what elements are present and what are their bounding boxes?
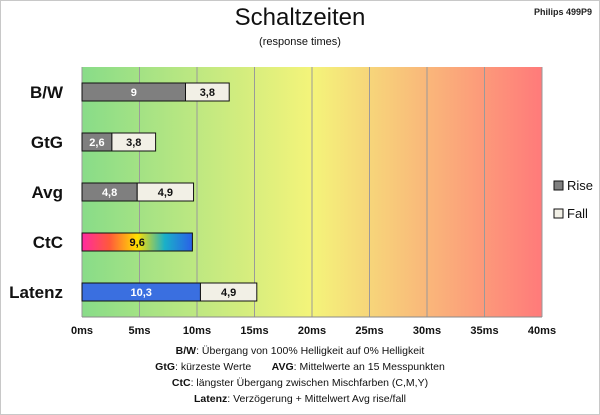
fall-value-label: 3,8 [126, 137, 141, 149]
note-gtg-text: : kürzeste Werte [175, 361, 252, 373]
note-latenz: Latenz: Verzögerung + Mittelwert Avg ris… [0, 391, 600, 407]
x-tick-label: 15ms [240, 325, 268, 337]
fall-bar [136, 182, 195, 202]
fall-bar [199, 282, 258, 302]
note-gtg-key: GtG [155, 361, 175, 373]
rise-value-label: 10,3 [131, 287, 152, 299]
x-tick-label: 20ms [298, 325, 326, 337]
x-tick-label: 5ms [128, 325, 150, 337]
rise-value-label: 9,6 [130, 237, 145, 249]
x-tick-label: 30ms [413, 325, 441, 337]
note-latenz-text: : Verzögerung + Mittelwert Avg rise/fall [227, 393, 406, 405]
note-bw-key: B/W [175, 345, 197, 357]
footnotes: B/W: Übergang von 100% Helligkeit auf 0%… [0, 343, 600, 407]
fall-value-label: 4,9 [221, 287, 236, 299]
note-bw: B/W: Übergang von 100% Helligkeit auf 0%… [0, 343, 600, 359]
note-ctc-text: : längster Übergang zwischen Mischfarben… [190, 377, 429, 389]
x-tick-label: 25ms [355, 325, 383, 337]
rise-bar [81, 232, 193, 252]
x-tick-label: 0ms [71, 325, 93, 337]
x-axis-ticks: 0ms 5ms 10ms 15ms 20ms 25ms 30ms 35ms 40ms [71, 325, 556, 337]
rise-value-label: 9 [131, 87, 137, 99]
model-badge: Philips 499P9 [533, 7, 592, 17]
legend-label: Fall [567, 206, 588, 221]
gridlines [81, 67, 543, 318]
rise-value-label: 2,6 [89, 137, 104, 149]
fall-value-label: 3,8 [200, 87, 215, 99]
note-avg-key: AVG [271, 361, 294, 373]
chart-title: Schaltzeiten [234, 4, 366, 31]
note-bw-text: : Übergang von 100% Helligkeit auf 0% He… [196, 345, 425, 357]
x-tick-label: 35ms [470, 325, 498, 337]
rise-value-label: 4,8 [102, 187, 117, 199]
note-latenz-key: Latenz [194, 393, 228, 405]
category-label: Latenz [9, 283, 63, 302]
category-label: CtC [33, 233, 63, 252]
category-label: GtG [31, 133, 63, 152]
chart-subtitle: (response times) [259, 36, 341, 48]
bars: 9 3,8 2,6 3,8 4,8 4,9 9,6 10,3 4,9 [81, 82, 258, 302]
note-ctc: CtC: längster Übergang zwischen Mischfar… [0, 375, 600, 391]
fall-bar [111, 132, 157, 152]
light-square-icon [553, 208, 564, 219]
note-ctc-key: CtC [171, 377, 191, 389]
fall-bar [185, 82, 230, 102]
category-label: Avg [32, 183, 64, 202]
x-tick-label: 40ms [528, 325, 556, 337]
legend: Rise Fall [553, 178, 593, 221]
x-tick-label: 10ms [183, 325, 211, 337]
note-avg-text: : Mittelwerte an 15 Messpunkten [293, 361, 445, 373]
category-labels: B/W GtG Avg CtC Latenz [9, 83, 64, 302]
category-label: B/W [30, 83, 64, 102]
gray-square-icon [553, 180, 564, 191]
fall-value-label: 4,9 [158, 187, 173, 199]
note-gtg-avg: GtG: kürzeste Werte AVG: Mittelwerte an … [0, 359, 600, 375]
legend-label: Rise [567, 178, 593, 193]
